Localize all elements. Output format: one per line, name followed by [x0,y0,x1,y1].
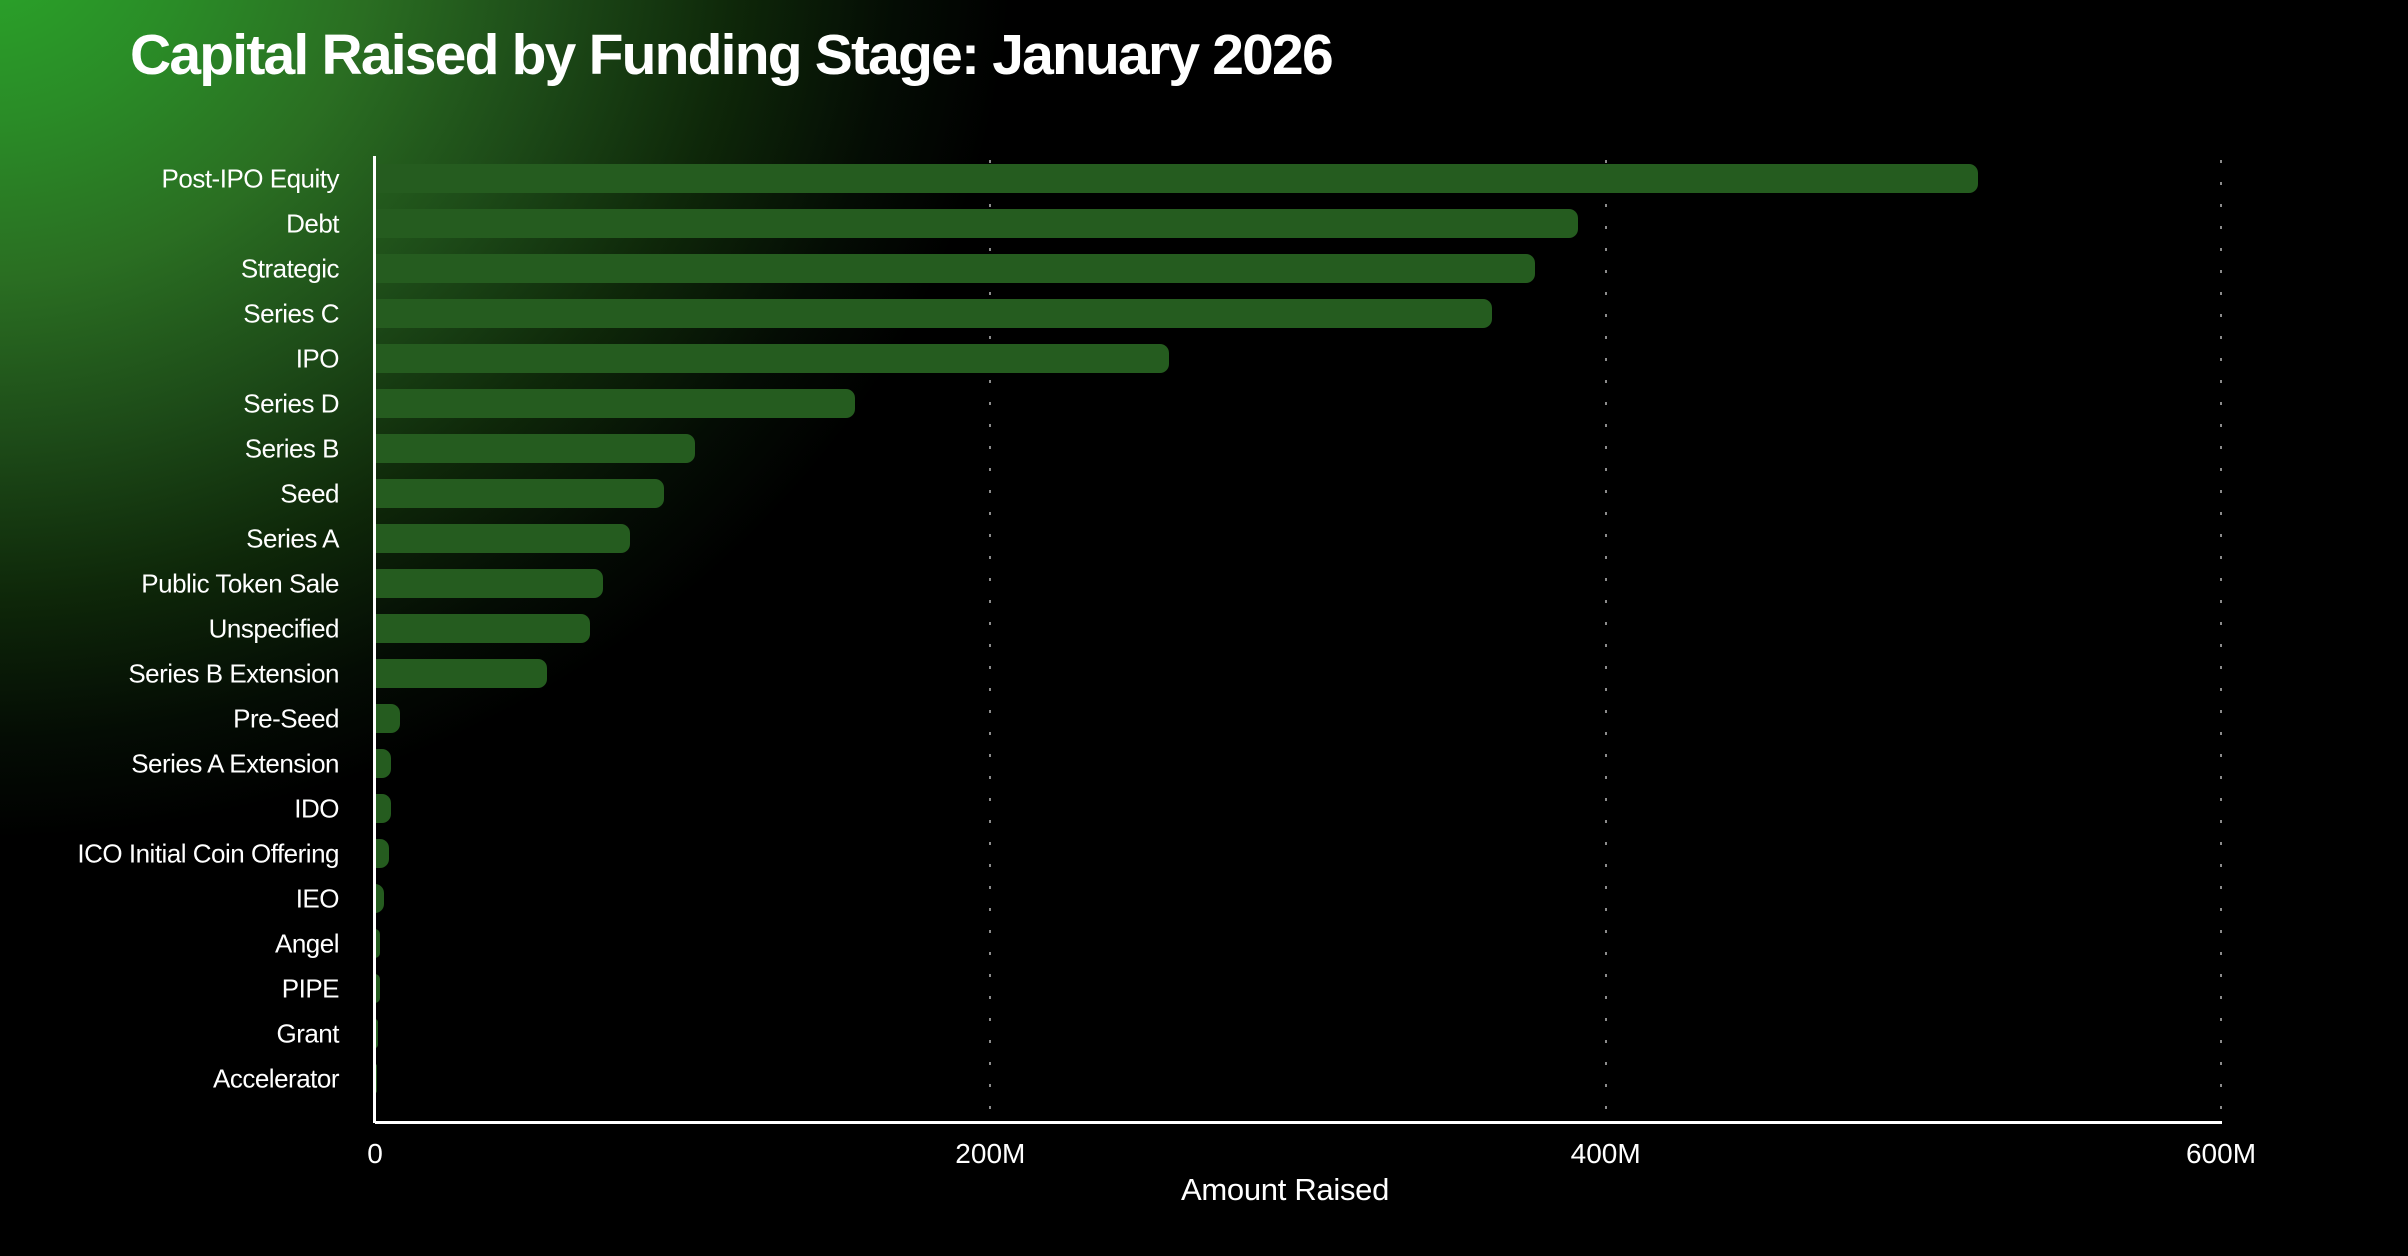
chart-row-series-a-extension: Series A Extension [131,741,2221,786]
x-tick-label-0: 0 [367,1138,383,1169]
chart-row-debt: Debt [286,201,2221,246]
y-label-series-a: Series A [246,523,339,553]
y-label-post-ipo-equity: Post-IPO Equity [161,163,340,193]
chart-row-post-ipo-equity: Post-IPO Equity [162,156,2221,201]
chart-row-ieo: IEO [296,876,2221,921]
chart-row-ico-initial-coin-offering: ICO Initial Coin Offering [77,831,2221,876]
chart-row-series-a: Series A [246,516,2221,561]
chart-row-grant: Grant [276,1011,2221,1056]
chart-row-ido: IDO [294,786,2221,831]
y-label-series-d: Series D [243,388,339,418]
gridline-600m [2220,160,2222,1113]
gridline-400m [1604,160,1607,1113]
bar-series-b [375,434,695,463]
bar-ido [375,794,392,823]
x-axis-title: Amount Raised [1180,1172,1390,1207]
gridline-200m [989,160,992,1113]
chart-row-series-d: Series D [243,381,2221,426]
chart-row-series-b: Series B [245,426,2221,471]
y-label-strategic: Strategic [240,253,340,283]
y-label-accelerator: Accelerator [213,1063,340,1093]
bar-ieo [375,884,384,913]
x-tick-label-200m: 200M [955,1138,1026,1169]
x-axis-ticks: 0 200M 400M 600M [367,1138,2256,1174]
bar-series-d [375,389,855,418]
bar-seed [375,479,665,508]
bar-public-token-sale [375,569,603,598]
y-label-pipe: PIPE [281,973,340,1003]
chart-row-angel: Angel [275,921,2221,966]
y-label-debt: Debt [286,208,339,238]
bar-pre-seed [375,704,400,733]
y-label-series-b: Series B [244,433,340,463]
bar-accelerator [375,1064,378,1093]
chart-row-pipe: PIPE [282,966,2221,1011]
y-label-series-b-extension: Series B Extension [128,658,339,688]
bar-ico-initial-coin-offering [375,839,389,868]
bar-series-b-extension [375,659,548,688]
bar-ipo [375,344,1169,373]
bar-debt [375,209,1578,238]
chart-row-pre-seed: Pre-Seed [233,696,2221,741]
bar-series-a-extension [375,749,391,778]
y-label-angel: Angel [275,928,340,958]
y-label-unspecified: Unspecified [208,613,340,643]
chart-row-seed: Seed [280,471,2221,516]
plot-area: Post-IPO Equity Debt Strategic Series C IPO S… [77,156,2222,1123]
x-tick-label-600m: 600M [2185,1138,2257,1169]
bar-angel [375,929,380,958]
y-label-ico-initial-coin-offering: ICO Initial Coin Offering [77,838,339,868]
chart-row-series-c: Series C [243,291,2221,336]
bar-series-a [375,524,631,553]
y-label-public-token-sale: Public Token Sale [141,568,339,598]
y-label-ieo: IEO [295,883,340,913]
chart-row-unspecified: Unspecified [209,606,2221,651]
y-label-seed: Seed [280,478,339,508]
page-title: Capital Raised by Funding Stage: January… [130,23,1334,87]
y-axis-line [373,156,376,1123]
bar-grant [375,1019,379,1048]
y-label-ido: IDO [294,793,339,823]
chart-row-accelerator: Accelerator [213,1056,2221,1101]
chart-row-public-token-sale: Public Token Sale [141,561,2221,606]
bar-post-ipo-equity [375,164,1978,193]
chart-row-ipo: IPO [296,336,2221,381]
y-label-grant: Grant [276,1018,339,1048]
x-tick-label-400m: 400M [1570,1138,1641,1169]
chart-row-strategic: Strategic [241,246,2221,291]
x-axis-line [375,1121,2222,1124]
y-label-series-a-extension: Series A Extension [131,748,339,778]
y-label-pre-seed: Pre-Seed [233,703,339,733]
y-label-series-c: Series C [243,298,339,328]
bar-series-c [375,299,1492,328]
y-label-ipo: IPO [295,343,340,373]
bar-rows: Post-IPO Equity Debt Strategic Series C IPO S… [77,156,2221,1101]
chart-row-series-b-extension: Series B Extension [128,651,2221,696]
bar-unspecified [375,614,591,643]
bar-pipe [375,974,380,1003]
bar-strategic [375,254,1535,283]
